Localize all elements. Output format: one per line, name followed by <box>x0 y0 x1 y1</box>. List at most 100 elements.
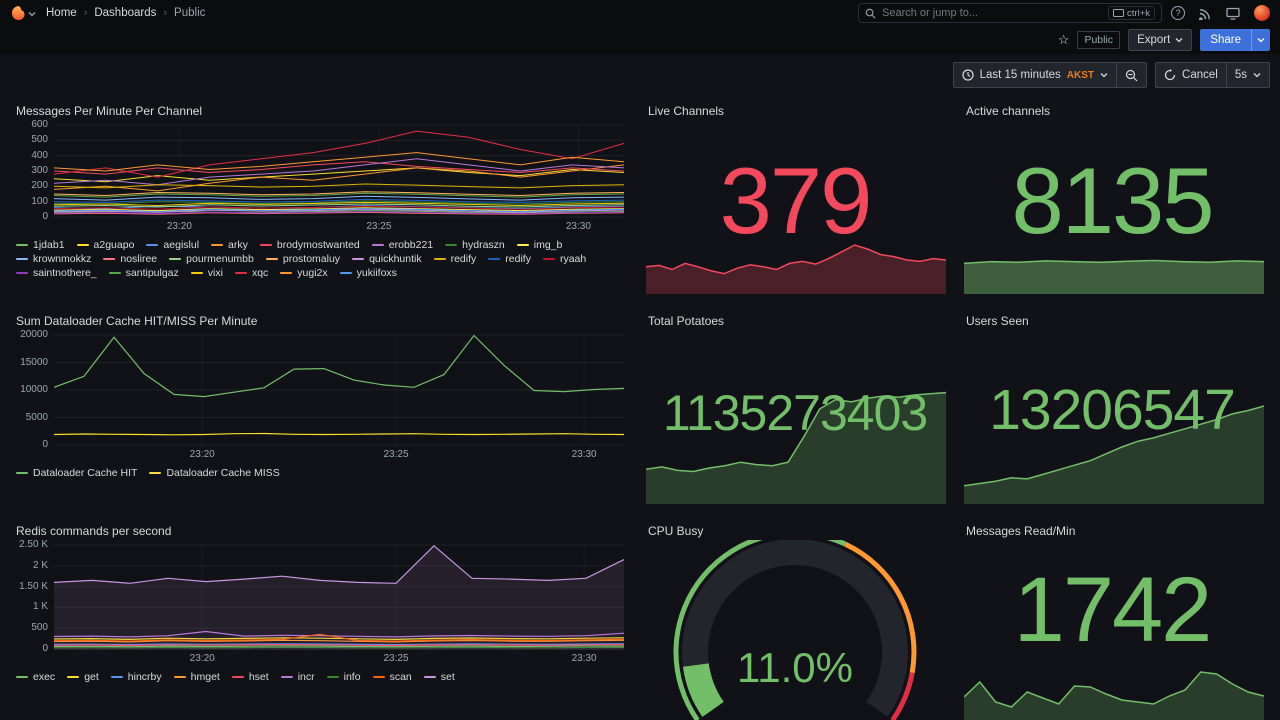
plot-area[interactable] <box>53 544 625 650</box>
legend-item[interactable]: hset <box>231 671 269 683</box>
sparkline-chart <box>646 391 946 504</box>
panel-cpu-busy: CPU Busy 11.0% <box>640 518 950 720</box>
panel-redis-commands: Redis commands per second 0 500 1 K 1.50 K 2… <box>8 518 632 720</box>
grafana-logo[interactable] <box>10 5 26 21</box>
axis-tick-label: 23:25 <box>366 221 392 232</box>
plot-area[interactable] <box>53 124 625 218</box>
stat-value: 13206547 <box>989 378 1236 442</box>
legend-item[interactable]: arky <box>211 239 248 251</box>
legend-item[interactable]: incr <box>280 671 315 683</box>
refresh-interval-button[interactable]: 5s <box>1226 62 1270 88</box>
legend-item[interactable]: Dataloader Cache MISS <box>149 467 280 479</box>
legend-item[interactable]: pourmenumbb <box>169 253 254 265</box>
legend-item[interactable]: redify <box>433 253 476 265</box>
breadcrumb-dashboards[interactable]: Dashboards <box>94 7 157 19</box>
axis-tick-label: 100 <box>31 195 48 207</box>
help-icon[interactable]: ? <box>1171 6 1185 20</box>
legend-item[interactable]: brodymostwanted <box>259 239 360 251</box>
sparkline-chart <box>646 244 946 294</box>
legend-swatch <box>76 244 89 246</box>
y-axis: 0 500 1 K 1.50 K 2 K 2.50 K <box>16 539 54 666</box>
legend-item[interactable]: nosliree <box>103 253 157 265</box>
legend-item[interactable]: hincrby <box>110 671 162 683</box>
legend-swatch <box>16 472 28 474</box>
legend-item[interactable]: xqc <box>234 267 268 279</box>
legend-item[interactable]: redify <box>488 253 531 265</box>
legend-swatch <box>280 272 293 274</box>
dashboard-grid: Messages Per Minute Per Channel 0 100 200 3… <box>0 98 1280 720</box>
legend-swatch <box>445 244 458 246</box>
plot-area[interactable] <box>53 334 625 446</box>
legend-item[interactable]: vixi <box>190 267 223 279</box>
legend-item[interactable]: img_b <box>516 239 562 251</box>
legend-item[interactable]: exec <box>16 671 55 683</box>
time-range-button[interactable]: Last 15 minutes AKST <box>952 62 1118 88</box>
timeseries-chart[interactable]: 0 5000 10000 15000 20000 23:20 23:25 23:30 <box>16 329 625 462</box>
legend-item[interactable]: ryaah <box>542 253 586 265</box>
timeseries-chart[interactable]: 0 500 1 K 1.50 K 2 K 2.50 K 23:20 23:25 23:30 <box>16 539 625 666</box>
legend-item[interactable]: krownmokkz <box>16 253 91 265</box>
share-menu-caret[interactable] <box>1251 29 1270 51</box>
legend-item[interactable]: Dataloader Cache HIT <box>16 467 137 479</box>
legend-swatch <box>516 244 529 246</box>
chevron-down-icon[interactable] <box>28 4 36 22</box>
refresh-group: Cancel 5s <box>1155 62 1270 88</box>
legend-item[interactable]: hydraszn <box>445 239 505 251</box>
panel-title: Active channels <box>966 104 1051 118</box>
panel-active-channels: Active channels 8135 <box>958 98 1266 300</box>
rss-icon[interactable] <box>1199 7 1212 20</box>
avatar[interactable] <box>1254 5 1270 21</box>
legend-item[interactable]: prostomaluy <box>265 253 340 265</box>
axis-tick-label: 0 <box>42 643 48 654</box>
zoom-out-button[interactable] <box>1117 62 1148 88</box>
legend-item[interactable]: set <box>423 671 455 683</box>
legend-item[interactable]: scan <box>372 671 412 683</box>
top-navigation: Home › Dashboards › Public ctrl+k ? <box>0 0 1280 26</box>
top-icons: ? <box>1171 5 1270 21</box>
chart-legend: Dataloader Cache HIT Dataloader Cache MIS… <box>16 467 624 479</box>
cancel-refresh-button[interactable]: Cancel <box>1155 62 1227 88</box>
legend-swatch <box>67 676 80 678</box>
axis-tick-label: 23:20 <box>189 653 215 664</box>
export-button[interactable]: Export <box>1128 29 1193 51</box>
axis-tick-label: 15000 <box>20 356 48 368</box>
legend-item[interactable]: a2guapo <box>76 239 134 251</box>
axis-tick-label: 20000 <box>20 329 48 340</box>
share-button[interactable]: Share <box>1200 29 1251 51</box>
search-input[interactable] <box>882 7 1103 19</box>
axis-tick-label: 500 <box>31 622 48 634</box>
legend-swatch <box>234 272 247 274</box>
legend-swatch <box>280 676 293 678</box>
stat-value: 1135273403 <box>662 385 928 441</box>
legend-item[interactable]: yukiifoxs <box>339 267 397 279</box>
panel-title: Messages Read/Min <box>966 524 1076 538</box>
legend-item[interactable]: yugi2x <box>280 267 328 279</box>
legend-item[interactable]: get <box>67 671 99 683</box>
chart-legend: exec get hincrby hmget hset incr info scan set <box>16 671 624 683</box>
legend-item[interactable]: santipulgaz <box>108 267 179 279</box>
monitor-icon[interactable] <box>1226 7 1240 20</box>
chart-legend: 1jdab1 a2guapo aegislul arky brodymostwanted… <box>16 239 624 279</box>
legend-item[interactable]: info <box>326 671 361 683</box>
search-box[interactable]: ctrl+k <box>858 3 1162 23</box>
axis-tick-label: 1 K <box>32 601 48 613</box>
axis-tick-label: 23:30 <box>571 653 597 664</box>
legend-swatch <box>16 244 28 246</box>
axis-tick-label: 23:20 <box>189 449 215 460</box>
zoom-out-icon <box>1125 69 1138 81</box>
legend-item[interactable]: erobb221 <box>371 239 433 251</box>
legend-item[interactable]: 1jdab1 <box>16 239 65 251</box>
legend-item[interactable]: saintnothere_ <box>16 267 97 279</box>
axis-tick-label: 1.50 K <box>19 580 48 592</box>
legend-swatch <box>423 676 436 678</box>
refresh-icon <box>1164 69 1176 81</box>
legend-item[interactable]: quickhuntik <box>352 253 422 265</box>
timeseries-chart[interactable]: 0 100 200 300 400 500 600 23:20 23:25 23:30 <box>16 119 625 234</box>
legend-item[interactable]: aegislul <box>146 239 199 251</box>
axis-tick-label: 23:30 <box>571 449 597 460</box>
legend-item[interactable]: hmget <box>173 671 220 683</box>
panel-title: CPU Busy <box>648 524 704 538</box>
star-icon[interactable]: ☆ <box>1057 32 1070 47</box>
breadcrumb-public[interactable]: Public <box>174 7 206 19</box>
breadcrumb-home[interactable]: Home <box>46 7 77 19</box>
